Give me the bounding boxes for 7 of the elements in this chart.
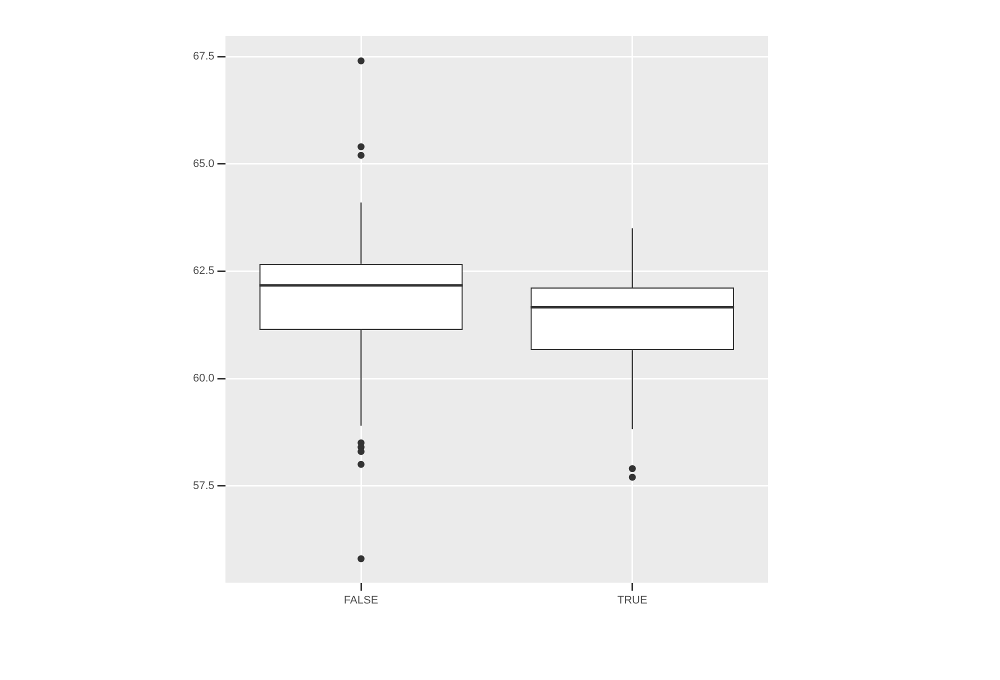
x-tick-label: FALSE [344,594,378,606]
x-tick-label: TRUE [617,594,648,606]
y-tick-label: 60.0 [192,372,214,385]
y-tick-label: 57.5 [192,480,214,492]
y-tick-label: 67.5 [192,50,214,63]
y-tick-label: 65.0 [192,158,214,170]
y-tick-label: 62.5 [192,265,214,278]
